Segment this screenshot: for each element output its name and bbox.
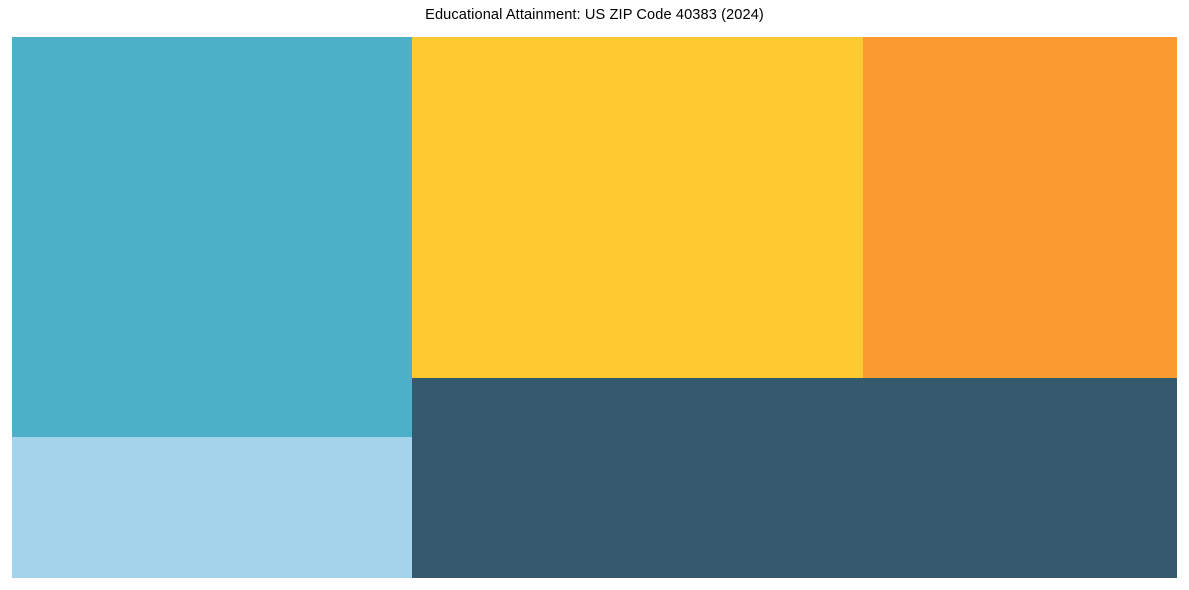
treemap-tile-label: Bachelor's degree: [420, 43, 516, 57]
treemap-tile-label: High school graduate (includes equivalen…: [20, 43, 255, 57]
treemap-tile-label: Graduate or professional degree: [871, 43, 1044, 57]
treemap-tile-less-than-high-school-diploma[interactable]: Less than high school diploma: [12, 437, 412, 578]
treemap-tile-graduate-or-professional-degree[interactable]: Graduate or professional degree: [862, 37, 1177, 378]
chart-title: Educational Attainment: US ZIP Code 4038…: [425, 7, 764, 23]
treemap-tile-some-college-no-degree[interactable]: Some college, no degree: [412, 377, 1177, 578]
treemap-plot-area: High school graduate (includes equivalen…: [12, 37, 1177, 578]
treemap-tile-bachelors-degree[interactable]: Bachelor's degree: [412, 37, 863, 378]
treemap-tile-label: Less than high school diploma: [20, 443, 181, 457]
treemap-tile-label: Some college, no degree: [420, 384, 553, 398]
treemap-tile-high-school-graduate[interactable]: High school graduate (includes equivalen…: [12, 37, 412, 437]
